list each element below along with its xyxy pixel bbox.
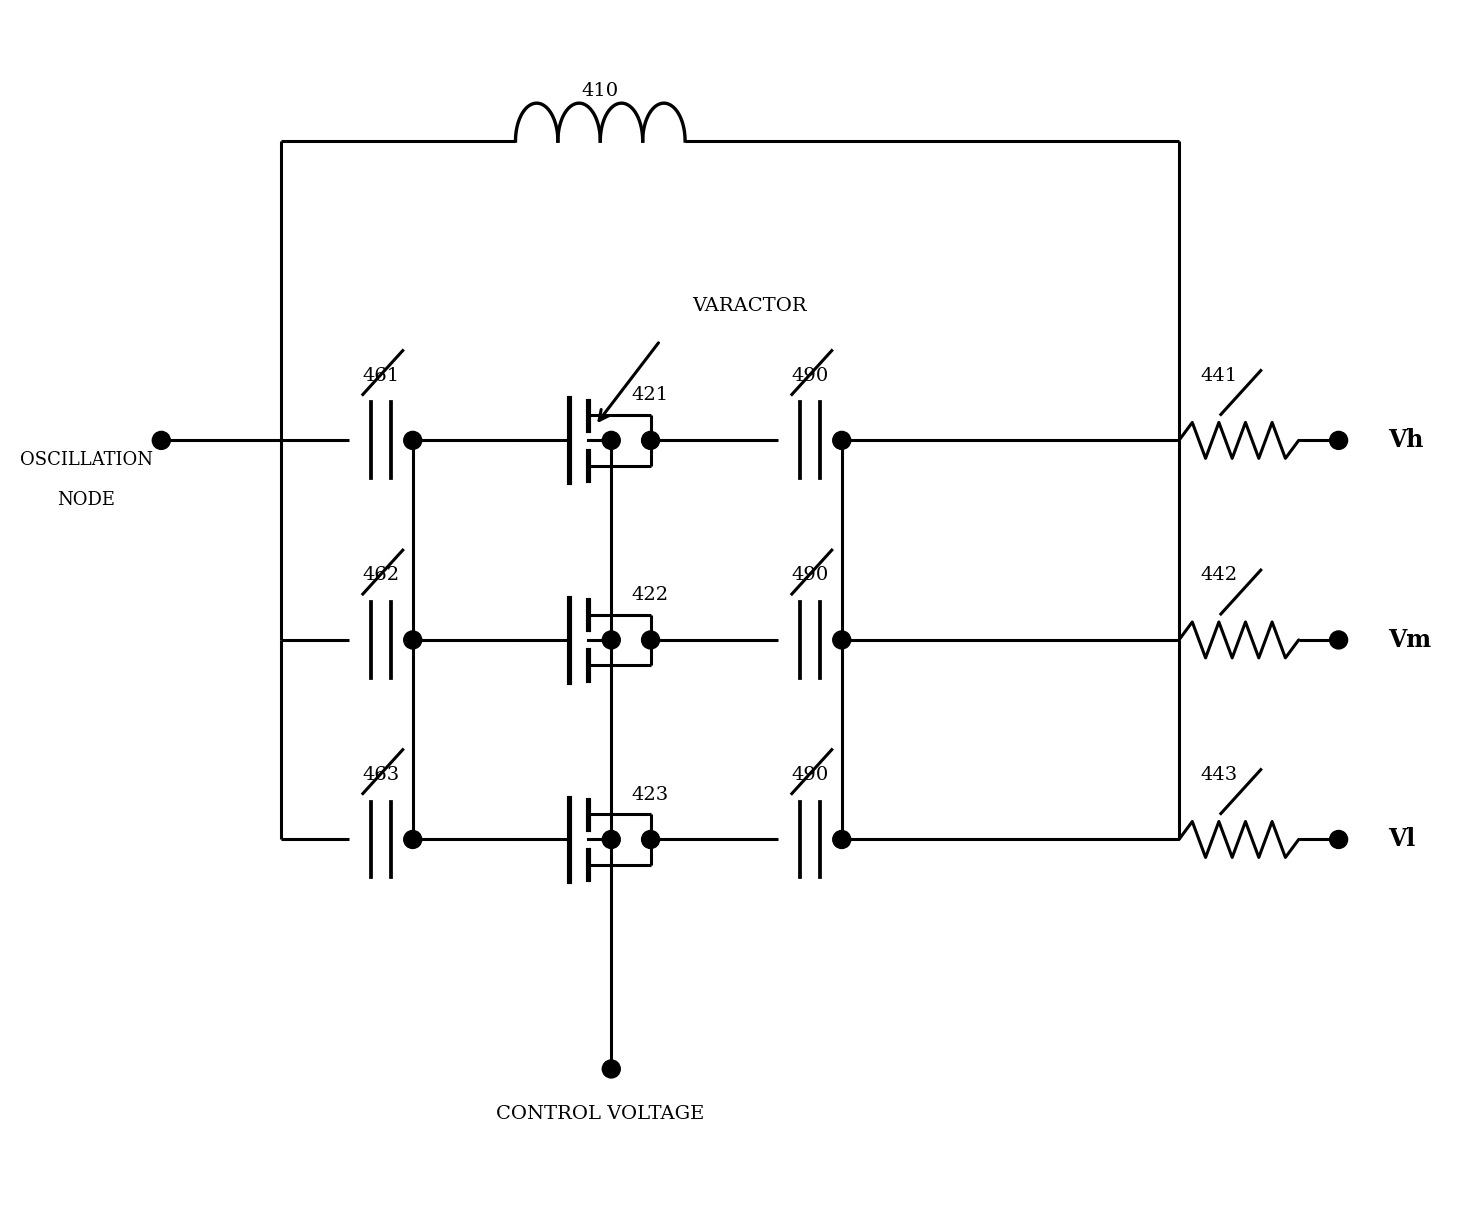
Text: 443: 443 xyxy=(1201,766,1237,783)
Circle shape xyxy=(404,831,422,848)
Text: Vl: Vl xyxy=(1389,827,1415,852)
Circle shape xyxy=(833,432,851,449)
Circle shape xyxy=(1329,631,1348,649)
Circle shape xyxy=(603,1060,620,1078)
Text: 422: 422 xyxy=(632,586,668,604)
Circle shape xyxy=(642,432,659,449)
Text: 441: 441 xyxy=(1201,366,1237,384)
Circle shape xyxy=(642,631,659,649)
Circle shape xyxy=(603,432,620,449)
Circle shape xyxy=(833,631,851,649)
Circle shape xyxy=(404,432,422,449)
Circle shape xyxy=(603,831,620,848)
Text: 462: 462 xyxy=(362,566,400,584)
Text: 463: 463 xyxy=(362,766,400,783)
Circle shape xyxy=(1329,831,1348,848)
Circle shape xyxy=(404,631,422,649)
Text: OSCILLATION: OSCILLATION xyxy=(20,451,153,470)
Text: Vh: Vh xyxy=(1389,428,1424,453)
Text: 461: 461 xyxy=(362,366,400,384)
Text: 490: 490 xyxy=(791,566,829,584)
Text: Vm: Vm xyxy=(1389,628,1431,651)
Circle shape xyxy=(833,831,851,848)
Circle shape xyxy=(152,432,171,449)
Text: 421: 421 xyxy=(632,387,668,405)
Circle shape xyxy=(642,831,659,848)
Text: VARACTOR: VARACTOR xyxy=(693,296,807,315)
Text: 410: 410 xyxy=(582,82,619,100)
Text: 442: 442 xyxy=(1201,566,1237,584)
Text: 423: 423 xyxy=(632,786,668,804)
Text: NODE: NODE xyxy=(57,492,115,509)
Circle shape xyxy=(1329,432,1348,449)
Text: CONTROL VOLTAGE: CONTROL VOLTAGE xyxy=(496,1105,705,1122)
Text: 490: 490 xyxy=(791,766,829,783)
Circle shape xyxy=(603,631,620,649)
Text: 490: 490 xyxy=(791,366,829,384)
